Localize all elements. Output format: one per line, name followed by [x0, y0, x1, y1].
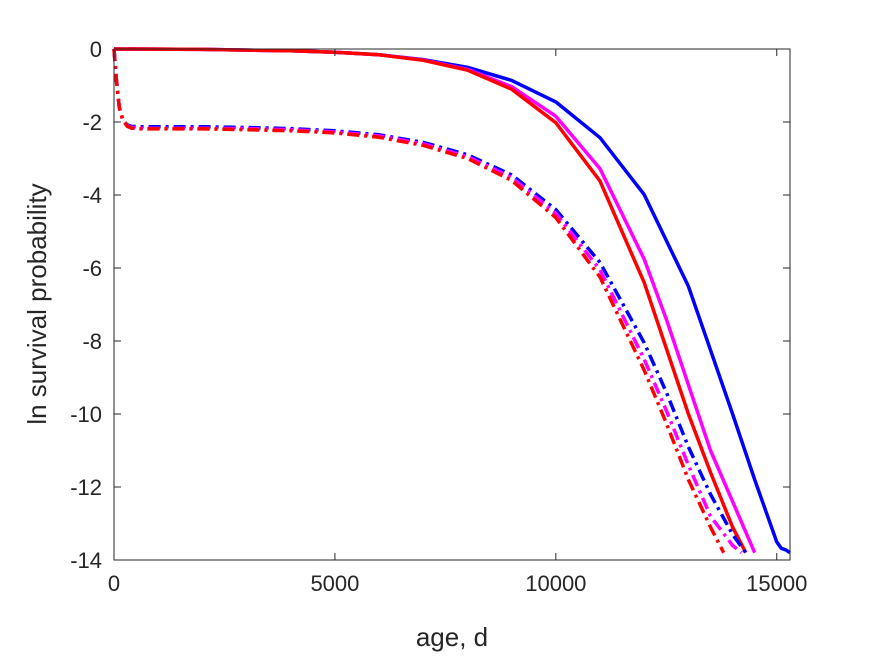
y-tick-label: -8 — [82, 329, 102, 354]
plot-frame — [113, 48, 791, 561]
y-tick-label: -10 — [70, 402, 102, 427]
tick-layer: 0 5000 10000 15000 0 -2 -4 -6 -8 -10 -12 -14 — [70, 37, 807, 596]
y-tick-label: -14 — [70, 548, 102, 573]
y-tick-label: -2 — [82, 110, 102, 135]
x-tick-label: 10000 — [525, 571, 586, 596]
series-line-6 — [112, 48, 726, 554]
x-tick-label: 0 — [108, 571, 120, 596]
x-tick-label: 5000 — [310, 571, 359, 596]
x-tick-label: 15000 — [746, 571, 807, 596]
y-axis-label: ln survival probability — [22, 183, 52, 424]
series-line-3 — [113, 47, 748, 554]
y-tick-label: -6 — [82, 256, 102, 281]
y-tick-label: -4 — [82, 183, 102, 208]
y-tick-label: 0 — [90, 37, 102, 62]
x-axis-label: age, d — [416, 622, 488, 652]
plot-area — [114, 49, 790, 560]
y-tick-label: -12 — [70, 475, 102, 500]
